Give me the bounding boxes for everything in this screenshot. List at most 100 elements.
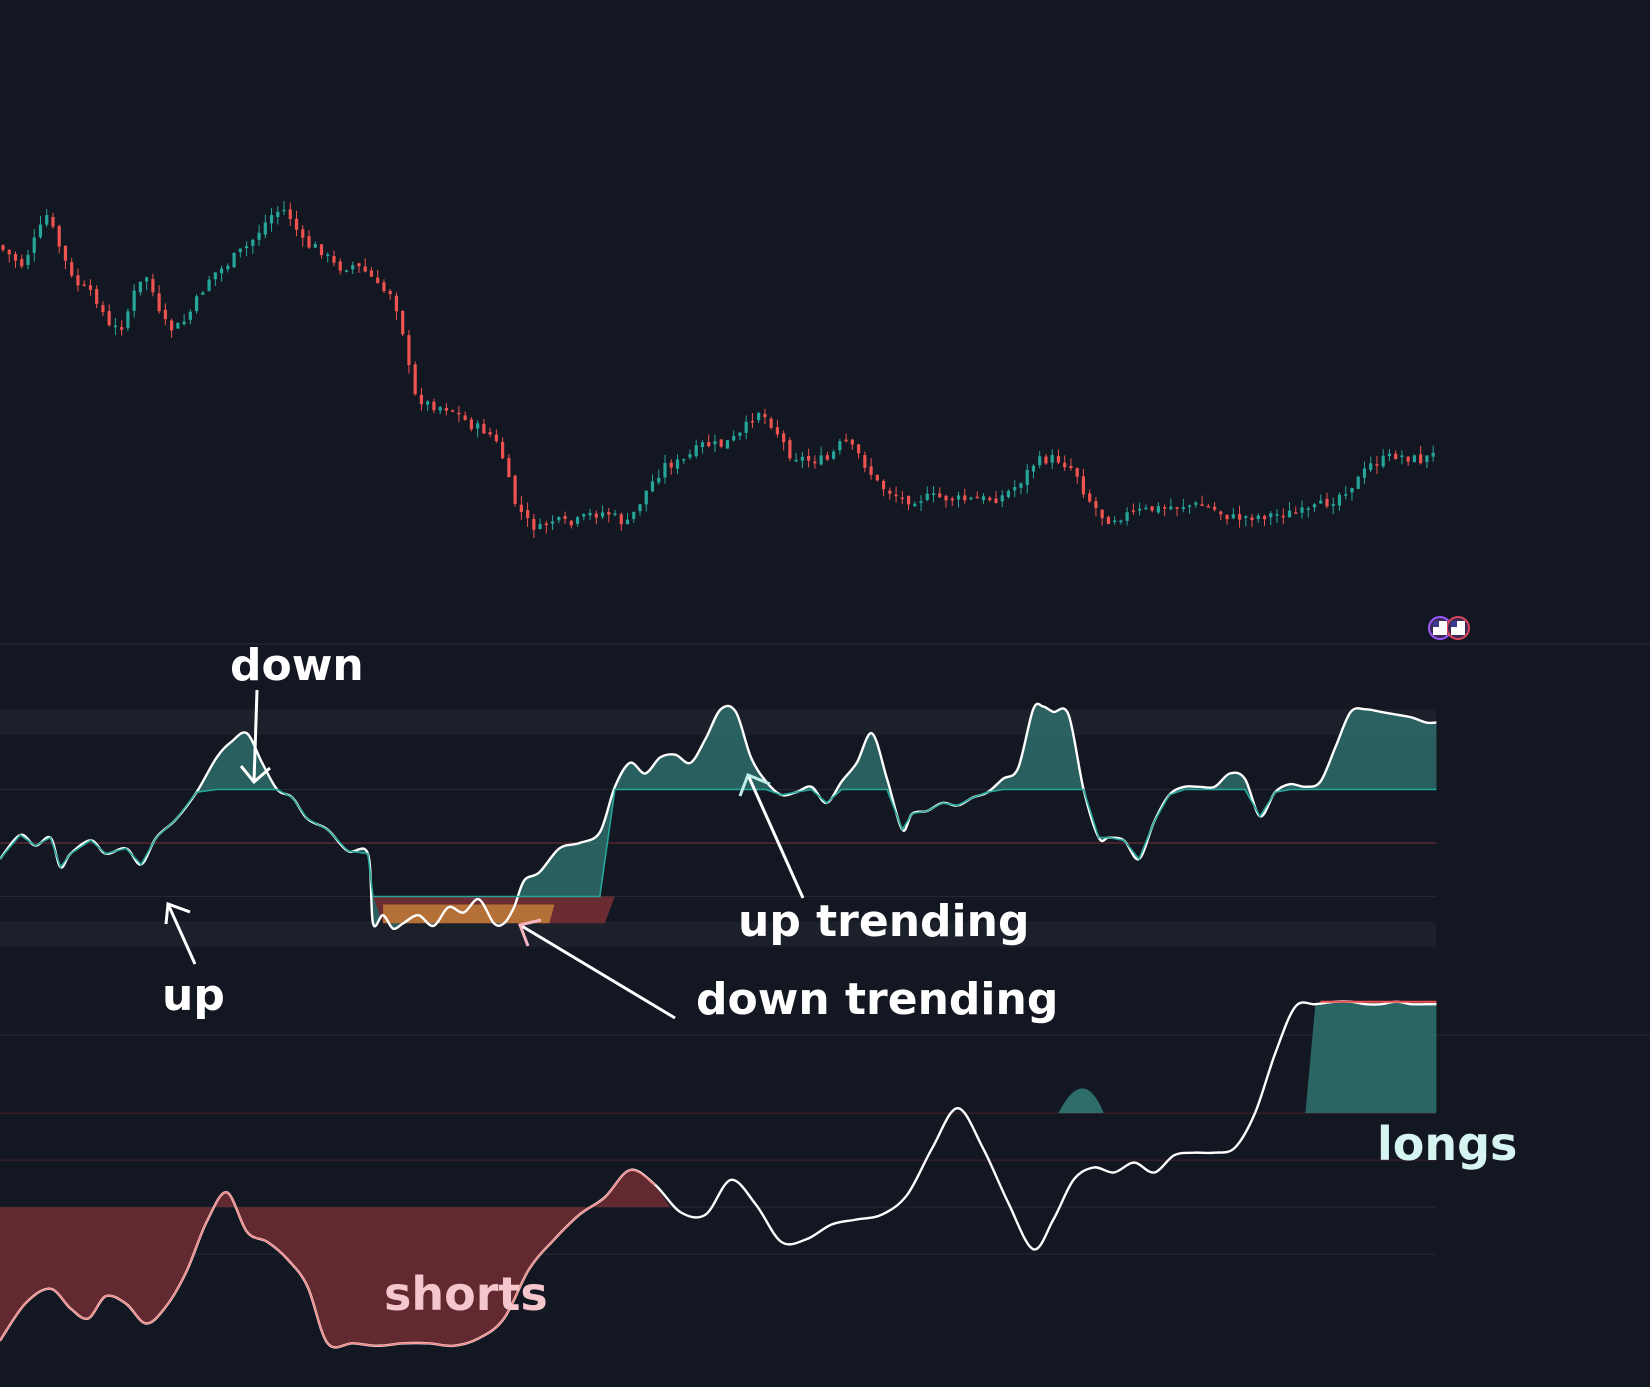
candle-body (700, 442, 705, 448)
candle-body (1175, 507, 1179, 509)
candle-body (1337, 494, 1342, 506)
candle-body (1150, 506, 1154, 511)
candle-body (457, 412, 461, 415)
annotations: down up up trending down trending shorts… (162, 640, 1517, 1321)
candle-body (563, 516, 567, 520)
arrow-down (252, 689, 259, 783)
candle-body (426, 401, 430, 405)
candle-body (769, 418, 773, 428)
candle-body (363, 266, 367, 272)
longs-fill (1305, 1001, 1437, 1114)
candle-body (1319, 500, 1323, 504)
candle-body (369, 270, 374, 277)
candle-body (188, 311, 192, 320)
candle-body (451, 410, 455, 412)
candle-body (750, 420, 755, 423)
candle-body (213, 272, 217, 280)
candle-body (894, 494, 898, 497)
candle-body (419, 394, 424, 405)
us-flag-icon (1451, 621, 1457, 627)
candle-body (232, 252, 236, 268)
candle-body (1069, 465, 1073, 469)
candle-body (463, 415, 467, 420)
annotation-down: down (230, 640, 364, 691)
candle-body (1400, 455, 1404, 458)
candle-body (1131, 510, 1135, 512)
candle-body (1219, 511, 1223, 515)
candle-body (113, 325, 118, 328)
candle-body (95, 289, 99, 304)
candle-body (201, 292, 205, 295)
candle-body (594, 513, 598, 518)
candle-body (632, 511, 636, 519)
candle-body (519, 504, 523, 513)
us-flag-icon (1433, 621, 1439, 627)
candle-body (170, 320, 174, 331)
candle-body (338, 261, 342, 271)
candle-body (582, 514, 586, 517)
candle-body (269, 215, 274, 224)
arrow-down-trending (519, 923, 676, 1020)
candle-body (881, 480, 886, 490)
candle-body (1356, 476, 1360, 489)
candle-body (1369, 463, 1373, 471)
oscillator-line (0, 702, 1437, 931)
candle-body (344, 270, 349, 272)
candle-body (1281, 515, 1285, 518)
arrow-up-trending (746, 774, 805, 899)
candle-body (1325, 498, 1329, 507)
candle-body (807, 455, 811, 461)
candle-body (619, 514, 623, 525)
candle-body (1425, 455, 1429, 462)
candle-body (476, 423, 480, 429)
candle-body (838, 441, 842, 451)
candle-body (507, 458, 511, 478)
trend-baseline (0, 788, 1437, 898)
candle-body (1312, 504, 1317, 508)
candle-body (782, 433, 786, 443)
oversold-fill (383, 904, 555, 924)
candle-body (444, 408, 449, 411)
candle-body (1250, 517, 1254, 521)
candle-body (376, 277, 380, 284)
candle-body (900, 497, 904, 500)
candle-body (126, 311, 130, 328)
candle-body (713, 441, 717, 445)
candle-body (288, 209, 292, 219)
candle-body (800, 456, 804, 461)
us-flag-icon[interactable] (1428, 616, 1470, 640)
candle-body (494, 434, 498, 442)
candle-body (925, 493, 929, 501)
annotation-down-trending: down trending (696, 974, 1058, 1025)
price-panel (1, 201, 1435, 538)
candle-body (850, 439, 854, 445)
candle-body (938, 493, 942, 498)
candle-body (875, 474, 879, 481)
candle-body (963, 495, 967, 501)
arrow-down-trending-head (517, 918, 542, 947)
candle-body (888, 490, 892, 494)
candle-body (669, 462, 673, 468)
candle-body (1031, 465, 1036, 472)
candle-body (313, 244, 317, 248)
candle-body (1013, 487, 1017, 491)
candle-body (1344, 494, 1348, 496)
candle-body (257, 232, 261, 240)
candle-body (413, 364, 417, 395)
candle-body (956, 495, 961, 500)
candle-body (657, 477, 661, 483)
trend-oscillator-panel (0, 702, 1437, 948)
positioning-oscillator-panel (0, 1000, 1437, 1349)
arrow-down-head (239, 765, 271, 785)
candle-body (775, 427, 780, 435)
candle-body (282, 209, 286, 212)
candle-body (763, 413, 767, 418)
candle-body (788, 440, 792, 459)
candle-body (388, 290, 392, 294)
candle-body (351, 265, 355, 270)
candle-body (707, 441, 711, 447)
candle-body (501, 441, 505, 459)
candle-body (1094, 501, 1098, 508)
